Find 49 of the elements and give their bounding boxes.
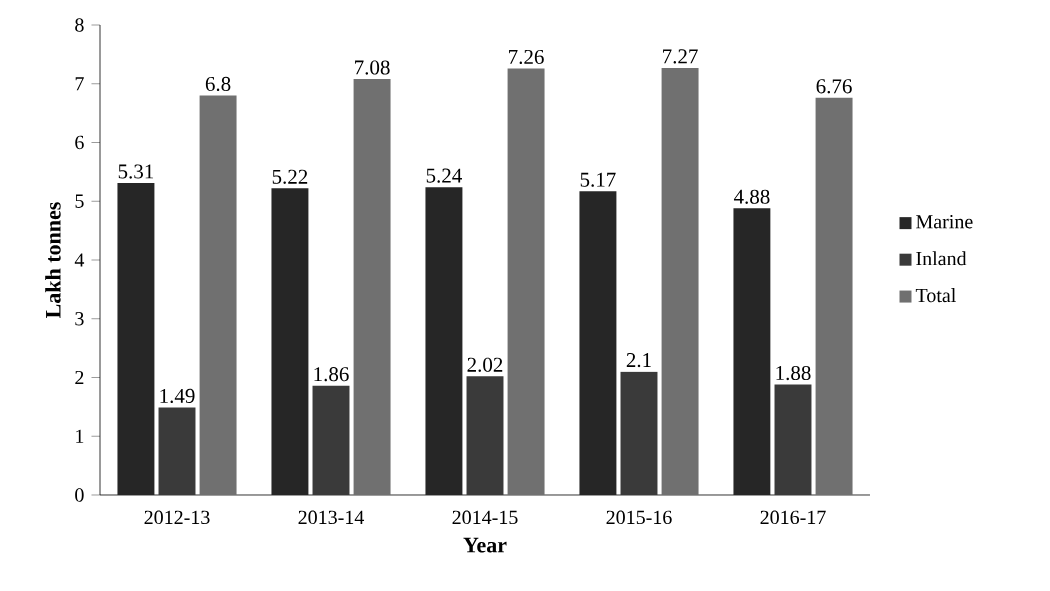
data-label: 6.8 (205, 76, 231, 92)
x-tick-label: 2016-17 (760, 510, 826, 525)
legend-label: Total (915, 288, 956, 303)
bar (620, 371, 658, 495)
y-tick-label: 2 (75, 370, 84, 385)
bar (466, 376, 504, 495)
bar (117, 183, 155, 495)
data-label: 7.08 (355, 60, 390, 75)
data-label: 6.76 (816, 79, 852, 94)
y-tick-label: 0 (75, 488, 84, 502)
data-label: 1.49 (160, 388, 195, 404)
data-label: 7.26 (509, 49, 544, 65)
legend-label: Marine (916, 215, 973, 229)
bar (271, 188, 309, 495)
bar (353, 79, 391, 495)
data-label: 5.17 (580, 172, 616, 187)
y-tick-label: 5 (75, 194, 84, 208)
bar (507, 68, 545, 495)
bar (199, 95, 237, 495)
y-tick-label: 1 (76, 429, 84, 443)
x-tick-label: 2015-16 (606, 510, 672, 525)
data-label: 7.27 (663, 49, 698, 64)
x-tick-label: 2014-15 (452, 510, 518, 525)
data-label: 5.22 (272, 169, 308, 184)
bar (158, 407, 196, 495)
bar (579, 191, 617, 495)
bar (661, 67, 699, 495)
data-label: 1.88 (776, 365, 811, 381)
bar (774, 384, 812, 495)
data-label: 2.02 (467, 357, 503, 372)
data-label: 2.1 (626, 353, 651, 368)
bar (312, 385, 350, 495)
data-label: 5.24 (426, 168, 462, 183)
bar (733, 208, 771, 495)
y-tick-label: 7 (75, 77, 84, 91)
data-label: 1.86 (314, 367, 349, 382)
x-tick-label: 2012-13 (144, 510, 210, 525)
data-label: 5.31 (118, 164, 154, 179)
y-tick-label: 3 (75, 312, 84, 326)
x-axis-title: Year (463, 537, 507, 553)
bar (815, 97, 853, 495)
x-tick-label: 2013-14 (298, 510, 365, 525)
data-label: 4.88 (733, 189, 770, 204)
y-tick-label: 8 (75, 18, 84, 32)
y-tick-label: 6 (75, 135, 84, 150)
legend-label: Inland (916, 251, 967, 266)
bar (425, 187, 463, 495)
y-tick-label: 4 (74, 253, 85, 267)
y-axis-title: Lakh tonnes (45, 202, 61, 319)
